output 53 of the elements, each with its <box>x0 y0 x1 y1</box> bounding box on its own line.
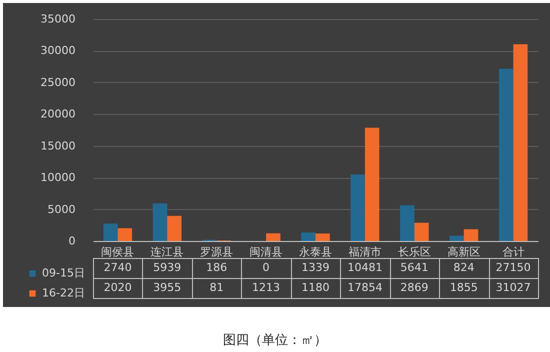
bar <box>167 216 182 241</box>
bar <box>301 232 316 241</box>
data-label: 1855 <box>450 281 478 294</box>
y-tick-label: 35000 <box>40 12 76 26</box>
y-tick-label: 5000 <box>48 202 76 216</box>
legend-label: 09-15日 <box>42 266 85 280</box>
x-tick-label: 连江县 <box>150 246 184 258</box>
bar <box>103 224 118 241</box>
data-label: 10481 <box>347 261 382 274</box>
x-tick-label: 福清市 <box>348 246 382 258</box>
data-label: 2740 <box>104 261 132 274</box>
data-label: 186 <box>206 261 228 274</box>
bar <box>449 236 464 241</box>
bar <box>513 44 528 241</box>
data-label: 5939 <box>153 261 182 274</box>
y-tick-label: 25000 <box>40 76 76 89</box>
bar <box>364 128 380 241</box>
text: 图四（单位：㎡） <box>222 332 328 349</box>
bar <box>316 234 330 241</box>
x-tick-label: 永泰县 <box>299 246 332 258</box>
data-label: 31027 <box>496 281 531 294</box>
bar <box>266 233 280 241</box>
data-label: 824 <box>453 261 474 274</box>
data-label: 17854 <box>347 281 382 294</box>
data-label: 1213 <box>252 281 280 294</box>
data-label: 5641 <box>400 261 428 274</box>
data-label: 2869 <box>400 281 428 294</box>
x-tick-label: 闽清县 <box>250 246 283 258</box>
data-label: 0 <box>262 261 270 274</box>
bar <box>464 229 478 241</box>
x-tick-label: 高新区 <box>447 246 480 258</box>
bar <box>152 203 168 241</box>
bar <box>400 205 414 241</box>
y-tick-label: 0 <box>68 234 76 248</box>
x-tick-label: 闽侯县 <box>101 246 134 258</box>
x-tick-label: 合计 <box>502 246 524 258</box>
y-tick-label: 15000 <box>40 139 76 152</box>
legend-label: 16-22日 <box>42 286 85 300</box>
y-tick-label: 30000 <box>40 44 76 58</box>
x-tick-label: 长乐区 <box>398 246 431 258</box>
data-label: 2020 <box>104 281 132 294</box>
bar <box>350 174 365 241</box>
data-label: 3955 <box>153 281 182 294</box>
y-tick-label: 10000 <box>40 171 76 184</box>
data-label: 1180 <box>302 281 330 294</box>
bar <box>414 222 429 241</box>
data-label: 81 <box>210 281 224 294</box>
bar <box>498 68 514 241</box>
data-label: 27150 <box>496 261 531 274</box>
data-label: 1339 <box>302 261 330 274</box>
bar <box>118 228 132 241</box>
x-tick-label: 罗源县 <box>200 246 234 258</box>
y-tick-label: 20000 <box>40 108 76 121</box>
